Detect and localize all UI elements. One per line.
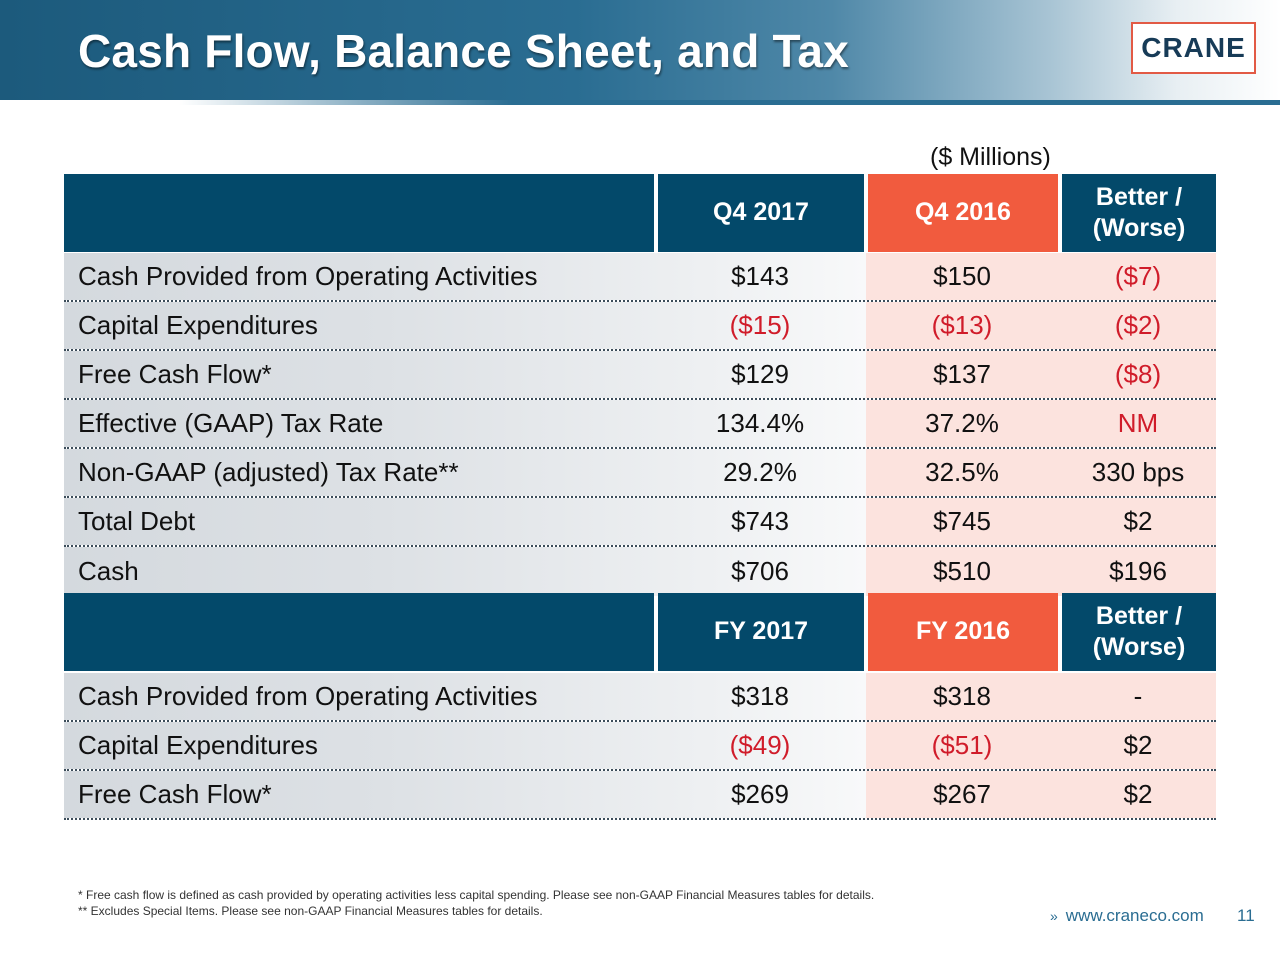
row-value-col2: ($13) — [862, 302, 1062, 349]
row-value-col1: 29.2% — [660, 449, 860, 496]
row-value-col1: ($49) — [660, 722, 860, 769]
table-row: Free Cash Flow* $269 $267 $2 — [64, 771, 1216, 820]
row-label: Effective (GAAP) Tax Rate — [78, 400, 383, 447]
table-row: Free Cash Flow* $129 $137 ($8) — [64, 351, 1216, 400]
col-header-fy-better-line1: Better / — [1096, 601, 1182, 632]
row-value-col3: ($2) — [1062, 302, 1214, 349]
footnote-free-cash-flow: * Free cash flow is defined as cash prov… — [78, 887, 874, 903]
row-label: Non-GAAP (adjusted) Tax Rate** — [78, 449, 459, 496]
row-value-col1: $143 — [660, 253, 860, 300]
crane-logo: CRANE — [1131, 22, 1256, 74]
row-value-col3: 330 bps — [1062, 449, 1214, 496]
row-value-col2: $267 — [862, 771, 1062, 818]
row-value-col1: $706 — [660, 547, 860, 596]
row-value-col3: - — [1062, 673, 1214, 720]
row-value-col1: $318 — [660, 673, 860, 720]
row-value-col2: $318 — [862, 673, 1062, 720]
row-value-col2: 32.5% — [862, 449, 1062, 496]
footer-url-text: www.craneco.com — [1066, 906, 1204, 925]
row-value-col1: $743 — [660, 498, 860, 545]
row-label: Cash Provided from Operating Activities — [78, 673, 538, 720]
row-label: Cash Provided from Operating Activities — [78, 253, 538, 300]
table-row: Cash Provided from Operating Activities $… — [64, 673, 1216, 722]
col-header-fy-better-line2: (Worse) — [1093, 632, 1186, 663]
col-header-fy-better-worse: Better / (Worse) — [1062, 593, 1216, 671]
footnotes: * Free cash flow is defined as cash prov… — [78, 887, 874, 919]
row-value-col1: 134.4% — [660, 400, 860, 447]
row-value-col2: ($51) — [862, 722, 1062, 769]
row-value-col1: ($15) — [660, 302, 860, 349]
footer-url[interactable]: » www.craneco.com — [1050, 906, 1204, 926]
row-value-col3: ($8) — [1062, 351, 1214, 398]
row-value-col3: $2 — [1062, 722, 1214, 769]
col-header-fy-2016: FY 2016 — [868, 593, 1058, 671]
col-header-better-line1: Better / — [1096, 182, 1182, 213]
table-row: Cash Provided from Operating Activities $… — [64, 253, 1216, 302]
page-number: 11 — [1237, 906, 1255, 926]
table-row: Effective (GAAP) Tax Rate 134.4% 37.2% NM — [64, 400, 1216, 449]
row-value-col2: $745 — [862, 498, 1062, 545]
table-row: Capital Expenditures ($15) ($13) ($2) — [64, 302, 1216, 351]
row-value-col3: $2 — [1062, 498, 1214, 545]
col-header-better-worse: Better / (Worse) — [1062, 174, 1216, 252]
col-header-fy-2017: FY 2017 — [658, 593, 864, 671]
col-header-q4-2016: Q4 2016 — [868, 174, 1058, 252]
footnote-special-items: ** Excludes Special Items. Please see no… — [78, 903, 874, 919]
row-value-col3: ($7) — [1062, 253, 1214, 300]
col-header-q4-2017: Q4 2017 — [658, 174, 864, 252]
chevron-icon: » — [1050, 908, 1058, 924]
col-header-better-line2: (Worse) — [1093, 213, 1186, 244]
row-label: Free Cash Flow* — [78, 351, 272, 398]
row-label: Total Debt — [78, 498, 195, 545]
row-label: Free Cash Flow* — [78, 771, 272, 818]
units-label: ($ Millions) — [930, 143, 1051, 172]
header-rule — [0, 100, 1280, 105]
row-value-col1: $129 — [660, 351, 860, 398]
quarter-header-blank — [64, 174, 654, 252]
row-value-col1: $269 — [660, 771, 860, 818]
row-value-col2: $150 — [862, 253, 1062, 300]
row-label: Capital Expenditures — [78, 302, 318, 349]
row-value-col3: NM — [1062, 400, 1214, 447]
page-title: Cash Flow, Balance Sheet, and Tax — [78, 24, 849, 78]
table-row: Cash $706 $510 $196 — [64, 547, 1216, 596]
table-row: Capital Expenditures ($49) ($51) $2 — [64, 722, 1216, 771]
row-value-col3: $196 — [1062, 547, 1214, 596]
row-value-col2: 37.2% — [862, 400, 1062, 447]
row-label: Capital Expenditures — [78, 722, 318, 769]
row-value-col3: $2 — [1062, 771, 1214, 818]
row-value-col2: $510 — [862, 547, 1062, 596]
row-value-col2: $137 — [862, 351, 1062, 398]
year-header-blank — [64, 593, 654, 671]
table-row: Total Debt $743 $745 $2 — [64, 498, 1216, 547]
row-label: Cash — [78, 547, 139, 596]
table-row: Non-GAAP (adjusted) Tax Rate** 29.2% 32.5%… — [64, 449, 1216, 498]
